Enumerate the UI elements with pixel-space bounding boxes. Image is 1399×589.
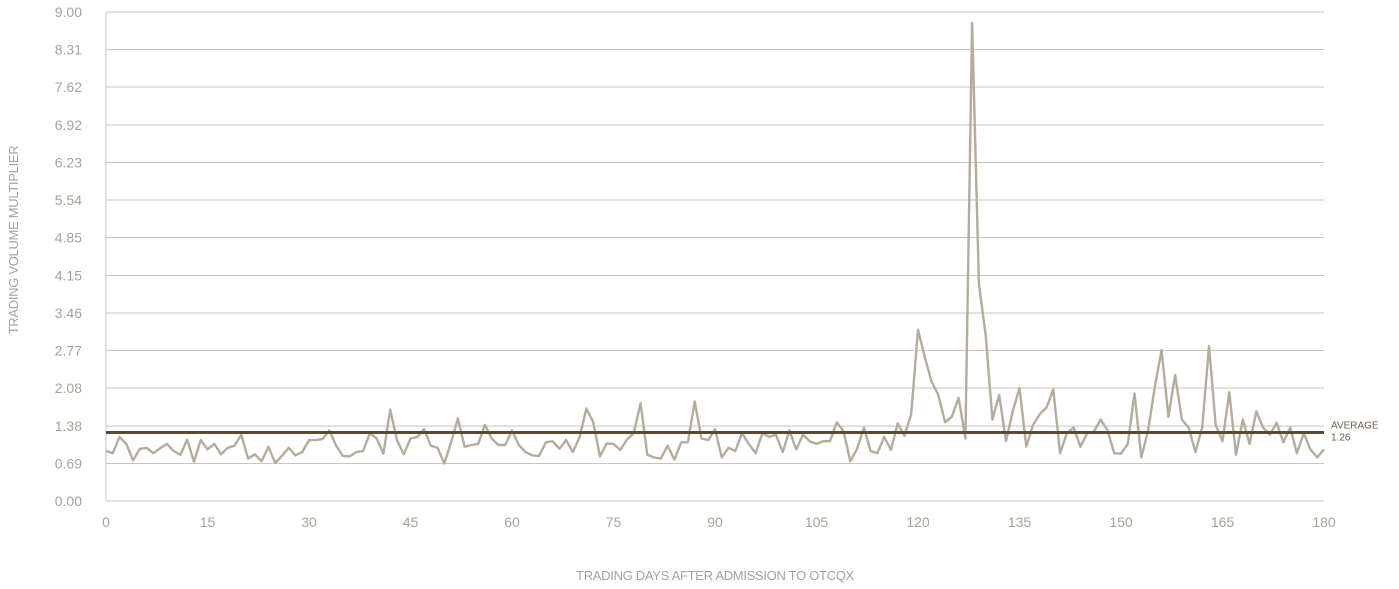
y-tick-label: 6.92 [55, 117, 82, 133]
x-tick-label: 15 [200, 514, 216, 530]
y-tick-label: 4.15 [55, 268, 82, 284]
x-tick-label: 75 [606, 514, 622, 530]
average-value-label: 1.26 [1331, 433, 1351, 444]
average-label: AVERAGE [1331, 421, 1379, 432]
y-tick-label: 6.23 [55, 155, 82, 171]
x-tick-label: 120 [906, 514, 930, 530]
x-tick-label: 180 [1312, 514, 1336, 530]
y-axis-title: TRADING VOLUME MULTIPLIER [6, 146, 21, 335]
y-tick-label: 7.62 [55, 79, 82, 95]
x-tick-label: 150 [1109, 514, 1133, 530]
y-tick-label: 0.00 [55, 493, 82, 509]
y-tick-label: 2.77 [55, 342, 82, 358]
x-tick-label: 165 [1211, 514, 1235, 530]
y-tick-labels: 0.00 0.69 1.38 2.08 2.77 3.46 4.15 4.85 5.54 6.23… [55, 4, 82, 509]
y-tick-label: 4.85 [55, 229, 82, 245]
x-tick-label: 60 [504, 514, 520, 530]
y-tick-label: 0.69 [55, 456, 82, 472]
x-tick-labels: 0 15 30 45 60 75 90 105 120 135 150 165 180 [102, 514, 1336, 530]
x-tick-label: 135 [1008, 514, 1032, 530]
x-axis-title: TRADING DAYS AFTER ADMISSION TO OTCQX [576, 568, 854, 583]
x-tick-label: 90 [707, 514, 723, 530]
average-layer: AVERAGE 1.26 [106, 421, 1379, 444]
x-tick-label: 105 [805, 514, 829, 530]
series-line [105, 21, 1325, 465]
y-tick-label: 9.00 [55, 4, 82, 20]
x-tick-label: 0 [102, 514, 110, 530]
y-tick-label: 1.38 [55, 418, 82, 434]
gridlines [105, 11, 1324, 502]
x-tick-label: 30 [301, 514, 317, 530]
y-tick-label: 3.46 [55, 305, 82, 321]
x-tick-label: 45 [403, 514, 419, 530]
y-tick-label: 5.54 [55, 192, 82, 208]
y-tick-label: 8.31 [55, 41, 82, 57]
series-layer [105, 21, 1325, 465]
y-tick-label: 2.08 [55, 380, 82, 396]
